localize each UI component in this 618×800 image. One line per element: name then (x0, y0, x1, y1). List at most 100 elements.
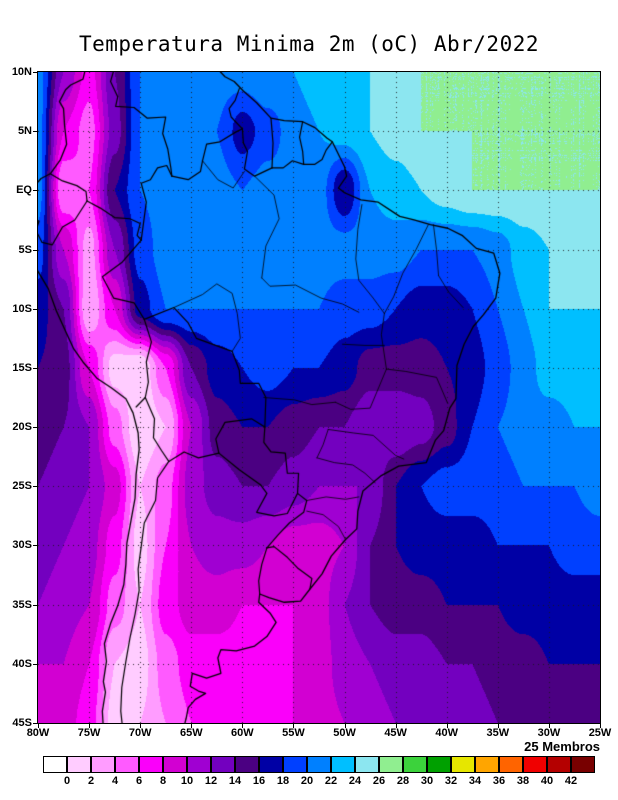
colorbar-tick-labels: 0 2 4 6 8 10 12 14 16 18 20 22 24 26 28 30 32 34 36 38 40 42 (55, 775, 583, 787)
colorbar-segment (547, 756, 571, 773)
colorbar-tick-label: 34 (468, 775, 482, 787)
lon-tick-mark (447, 724, 448, 728)
lat-tick-label: 5N (17, 125, 32, 138)
lat-tick-mark (33, 723, 37, 724)
colorbar-tick-label: 2 (87, 775, 95, 787)
lat-tick-mark (33, 545, 37, 546)
lon-tick-mark (89, 724, 90, 728)
colorbar-tick-label: 6 (135, 775, 143, 787)
lon-tick-label: 55W (282, 727, 305, 739)
lat-tick-mark (33, 72, 37, 73)
lon-tick-mark (549, 724, 550, 728)
plot-frame (37, 71, 601, 724)
lat-tick-mark (33, 368, 37, 369)
colorbar-tick-label: 28 (396, 775, 410, 787)
colorbar-segment (571, 756, 595, 773)
colorbar-segment (283, 756, 307, 773)
colorbar-segment (355, 756, 379, 773)
colorbar-segment (187, 756, 211, 773)
lon-tick-label: 75W (77, 727, 101, 739)
colorbar-segment (259, 756, 283, 773)
lon-tick-label: 65W (179, 727, 203, 739)
lat-tick-label: 35S (12, 598, 32, 611)
lon-tick-label: 60W (231, 727, 254, 739)
colorbar-segment (67, 756, 91, 773)
lon-tick-label: 40W (435, 727, 459, 739)
colorbar-segment (115, 756, 139, 773)
colorbar-tick-label: 30 (420, 775, 434, 787)
colorbar-tick-label: 20 (300, 775, 314, 787)
lon-tick-mark (242, 724, 243, 728)
colorbar-segment (163, 756, 187, 773)
colorbar-tick-label: 38 (516, 775, 530, 787)
colorbar-segment (139, 756, 163, 773)
lat-tick-mark (33, 190, 37, 191)
lon-tick-mark (140, 724, 141, 728)
lon-tick-label: 80W (26, 727, 50, 739)
lon-tick-label: 25W (588, 727, 612, 739)
lon-tick-mark (191, 724, 192, 728)
lat-tick-mark (33, 427, 37, 428)
lat-tick-mark (33, 605, 37, 606)
lat-tick-label: EQ (16, 184, 32, 197)
colorbar-segment (211, 756, 235, 773)
colorbar-tick-label: 22 (324, 775, 338, 787)
lon-tick-mark (38, 724, 39, 728)
lat-tick-label: 10N (11, 66, 32, 78)
colorbar-tick-label: 32 (444, 775, 458, 787)
colorbar-segment (499, 756, 523, 773)
lat-tick-label: 10S (12, 302, 32, 315)
colorbar-tick-label: 4 (111, 775, 119, 787)
colorbar-segment (451, 756, 475, 773)
colorbar-tick-label: 8 (159, 775, 167, 787)
lat-tick-mark (33, 131, 37, 132)
colorbar-segment (235, 756, 259, 773)
colorbar-tick-label: 14 (228, 775, 242, 787)
lat-tick-mark (33, 486, 37, 487)
colorbar-segment (427, 756, 451, 773)
colorbar-segment (475, 756, 499, 773)
lat-tick-label: 5S (18, 243, 32, 256)
lat-tick-mark (33, 250, 37, 251)
lat-tick-label: 40S (12, 657, 32, 670)
colorbar-segment (403, 756, 427, 773)
colorbar-segment (43, 756, 67, 773)
chart-title: Temperatura Minima 2m (oC) Abr/2022 (78, 32, 539, 56)
colorbar-segment (91, 756, 115, 773)
temperature-map-canvas (38, 72, 600, 723)
colorbar-segment (523, 756, 547, 773)
lat-tick-label: 15S (12, 361, 32, 374)
lat-tick-label: 25S (12, 480, 32, 493)
colorbar (43, 756, 595, 773)
colorbar-tick-label: 0 (63, 775, 71, 787)
lon-tick-label: 30W (537, 727, 561, 739)
colorbar-tick-label: 26 (372, 775, 386, 787)
colorbar-tick-label: 10 (180, 775, 194, 787)
lon-tick-mark (600, 724, 601, 728)
colorbar-tick-label: 16 (252, 775, 266, 787)
lon-tick-mark (345, 724, 346, 728)
lat-tick-label: 20S (12, 421, 32, 434)
colorbar-tick-label: 12 (204, 775, 218, 787)
lat-tick-label: 30S (12, 539, 32, 552)
lon-tick-label: 45W (384, 727, 407, 739)
lon-tick-label: 50W (333, 727, 356, 739)
lon-tick-mark (293, 724, 294, 728)
lon-tick-mark (498, 724, 499, 728)
colorbar-segment (379, 756, 403, 773)
colorbar-segment (331, 756, 355, 773)
lat-tick-label: 45S (12, 717, 32, 729)
colorbar-segment (307, 756, 331, 773)
colorbar-tick-label: 18 (276, 775, 290, 787)
lon-tick-label: 70W (128, 727, 152, 739)
lat-tick-mark (33, 664, 37, 665)
lon-tick-mark (396, 724, 397, 728)
members-annotation: 25 Membros (524, 739, 600, 754)
colorbar-tick-label: 24 (348, 775, 362, 787)
colorbar-tick-label: 40 (540, 775, 554, 787)
lat-tick-mark (33, 309, 37, 310)
colorbar-tick-label: 36 (492, 775, 506, 787)
lon-tick-label: 35W (486, 727, 510, 739)
colorbar-tick-label: 42 (564, 775, 578, 787)
